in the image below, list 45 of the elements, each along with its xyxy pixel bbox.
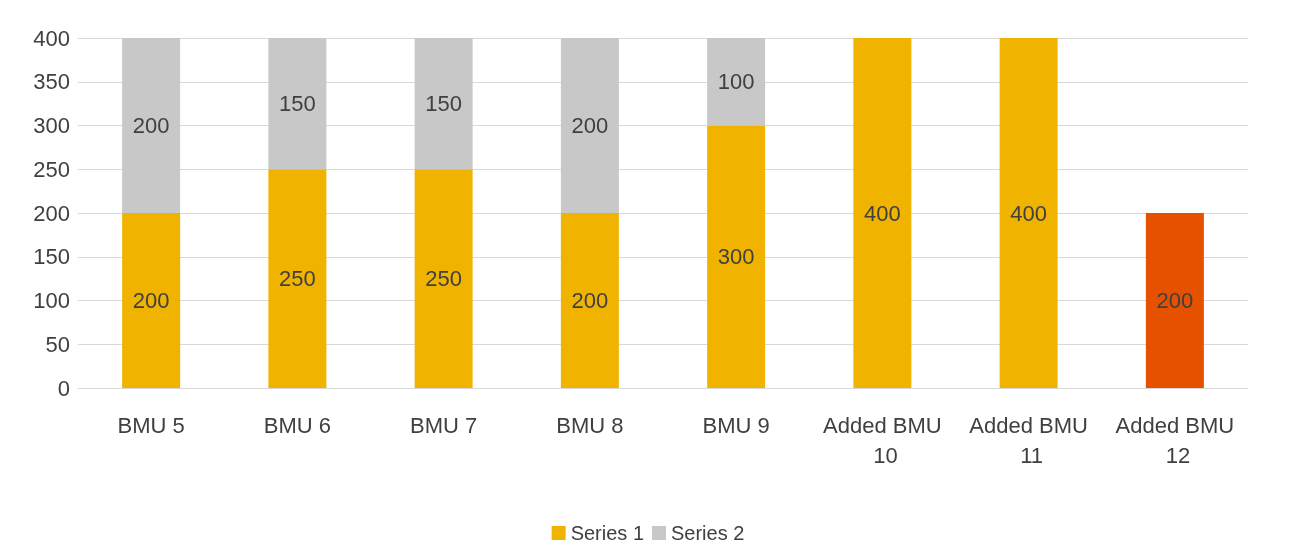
bar bbox=[560, 38, 619, 213]
y-tick-label: 250 bbox=[33, 156, 70, 182]
bar bbox=[707, 38, 766, 126]
bar bbox=[560, 213, 619, 388]
data-label: 150 bbox=[425, 91, 462, 117]
data-label: 100 bbox=[717, 69, 755, 95]
legend-label: Series 2 bbox=[671, 522, 745, 544]
bar bbox=[268, 38, 327, 170]
x-tick-label: BMU 6 bbox=[263, 412, 331, 438]
y-tick-label: 100 bbox=[33, 288, 70, 313]
bar bbox=[999, 38, 1058, 388]
data-label: 200 bbox=[571, 288, 609, 313]
bar bbox=[268, 169, 327, 388]
x-tick-label: BMU 8 bbox=[556, 412, 624, 438]
y-tick-label: 0 bbox=[57, 375, 70, 401]
y-tick-label: 150 bbox=[33, 244, 70, 270]
bar bbox=[414, 169, 473, 388]
x-tick-label: Added BMU 12 bbox=[1115, 412, 1235, 468]
bar bbox=[707, 125, 766, 388]
bar bbox=[122, 38, 181, 213]
y-tick-label: 350 bbox=[33, 69, 70, 95]
data-label: 400 bbox=[864, 200, 901, 226]
data-label: 250 bbox=[425, 266, 462, 292]
y-tick-label: 50 bbox=[45, 331, 70, 357]
y-tick-label: 300 bbox=[33, 113, 70, 138]
y-tick-label: 200 bbox=[33, 200, 70, 226]
x-tick-label: Added BMU 10 bbox=[823, 412, 942, 468]
x-tick-label: Added BMU 11 bbox=[969, 412, 1088, 468]
bar bbox=[414, 38, 473, 170]
data-label: 200 bbox=[132, 113, 170, 138]
y-tick-label: 400 bbox=[33, 25, 70, 51]
bar bbox=[122, 213, 181, 388]
data-label: 200 bbox=[571, 113, 609, 138]
data-label: 150 bbox=[279, 91, 316, 117]
bar bbox=[1145, 213, 1204, 388]
legend-label: Series 1 bbox=[570, 522, 645, 544]
data-label: 400 bbox=[1010, 200, 1047, 226]
x-tick-label: BMU 7 bbox=[410, 412, 478, 438]
data-label: 200 bbox=[132, 288, 170, 313]
bar bbox=[853, 38, 912, 388]
data-label: 200 bbox=[1156, 288, 1194, 313]
data-label: 300 bbox=[717, 244, 755, 270]
x-tick-label: BMU 9 bbox=[702, 412, 770, 438]
data-label: 250 bbox=[279, 266, 316, 292]
x-tick-label: BMU 5 bbox=[117, 412, 185, 438]
